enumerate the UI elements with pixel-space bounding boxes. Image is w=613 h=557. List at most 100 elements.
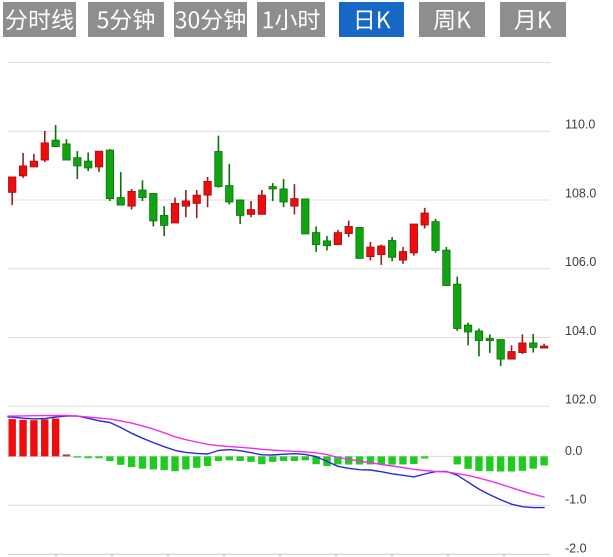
dea-line	[7, 414, 545, 498]
macd-bar	[171, 456, 179, 472]
macd-bar	[117, 456, 125, 465]
tab-monthly-k[interactable]: 月K	[500, 2, 566, 37]
candle-body	[149, 193, 158, 222]
candle-body	[366, 246, 375, 258]
macd-bar	[496, 456, 505, 472]
macd-bar	[540, 456, 548, 466]
candle-body	[51, 139, 60, 148]
candle-body	[181, 200, 190, 207]
candle-body	[333, 232, 342, 246]
candle-body	[377, 245, 386, 256]
macd-bar	[312, 456, 320, 465]
macd-bar	[182, 456, 190, 470]
macd-bar	[507, 456, 516, 472]
candle-body	[322, 240, 332, 247]
macd-axis-label: -1.0	[565, 493, 587, 507]
candle-body	[420, 212, 429, 226]
candle-body	[127, 190, 136, 207]
macd-bar	[334, 456, 342, 465]
tab-5min[interactable]: 5分钟	[87, 2, 164, 37]
candles-layer	[8, 125, 549, 366]
candle-body	[388, 240, 397, 258]
macd-bar	[73, 456, 82, 458]
tab-30min[interactable]: 30分钟	[173, 2, 247, 37]
dif-line	[7, 415, 545, 509]
price-axis-label: 108.0	[565, 186, 596, 200]
candle-body	[29, 160, 39, 168]
candle-body	[160, 215, 169, 226]
candle-body	[214, 151, 223, 187]
candle-body	[62, 143, 71, 161]
candle-body	[355, 227, 364, 259]
tab-label-glyphs	[6, 8, 74, 31]
macd-histogram-layer	[8, 418, 548, 472]
macd-bar	[127, 456, 136, 468]
macd-bar	[84, 456, 92, 459]
tab-label-glyphs	[263, 9, 320, 31]
macd-bar	[345, 456, 353, 465]
macd-bar	[388, 456, 396, 465]
candle-body	[431, 221, 440, 251]
tab-label-glyphs	[433, 10, 471, 31]
candle-body	[398, 251, 408, 261]
macd-bar	[30, 420, 38, 457]
macd-bar	[518, 456, 527, 471]
price-axis-label: 110.0	[565, 118, 595, 132]
macd-bar	[62, 454, 71, 457]
macd-bar	[486, 456, 494, 472]
candle-body	[409, 223, 418, 254]
macd-bar	[51, 418, 60, 457]
tab-1hour[interactable]: 1小时	[257, 2, 326, 37]
candle-body	[301, 198, 310, 235]
candle-body	[529, 342, 538, 348]
macd-bar	[410, 456, 418, 464]
macd-bar	[160, 456, 168, 471]
macd-bar	[366, 456, 375, 465]
macd-bar	[203, 456, 212, 466]
candle-body	[203, 180, 212, 196]
candle-body	[40, 142, 49, 161]
candle-body	[279, 188, 288, 203]
macd-bar	[8, 419, 16, 457]
tab-label-glyphs	[96, 8, 154, 31]
macd-bar	[41, 419, 49, 457]
tab-timeline[interactable]: 分时线	[3, 2, 76, 37]
candle-body	[518, 342, 527, 353]
macd-bar	[475, 456, 483, 471]
macd-bar	[19, 419, 27, 457]
macd-bar	[453, 456, 461, 465]
tab-weekly-k[interactable]: 周K	[418, 2, 485, 37]
macd-bar	[95, 456, 103, 459]
price-axis-label: 104.0	[565, 324, 596, 338]
macd-bar	[420, 456, 429, 459]
macd-bar	[149, 456, 158, 470]
candle-body	[268, 186, 277, 190]
candle-body	[257, 194, 266, 215]
macd-axis-label: 0.0	[565, 444, 582, 458]
macd-bar	[290, 456, 299, 461]
price-axis-label: 106.0	[565, 255, 596, 269]
candle-body	[474, 330, 484, 341]
candle-body	[539, 345, 549, 349]
macd-bar	[464, 456, 472, 469]
macd-bar	[269, 456, 277, 462]
macd-bar	[193, 456, 201, 468]
macd-bar	[258, 456, 266, 465]
macd-bar	[377, 456, 385, 465]
macd-bar	[225, 456, 233, 461]
tab-daily-k[interactable]: 日K	[338, 2, 404, 37]
candle-body	[236, 199, 245, 216]
price-axis-label: 102.0	[565, 393, 596, 407]
candle-body	[453, 283, 462, 329]
candle-body	[73, 157, 82, 167]
candle-body	[170, 202, 180, 224]
candle-body	[344, 226, 353, 235]
tab-label-glyphs	[514, 10, 552, 31]
candle-body	[464, 324, 473, 333]
candle-body	[496, 339, 505, 360]
macd-axis-label: -2.0	[565, 542, 587, 556]
tab-label-glyphs	[175, 8, 245, 31]
macd-bar	[301, 456, 309, 461]
